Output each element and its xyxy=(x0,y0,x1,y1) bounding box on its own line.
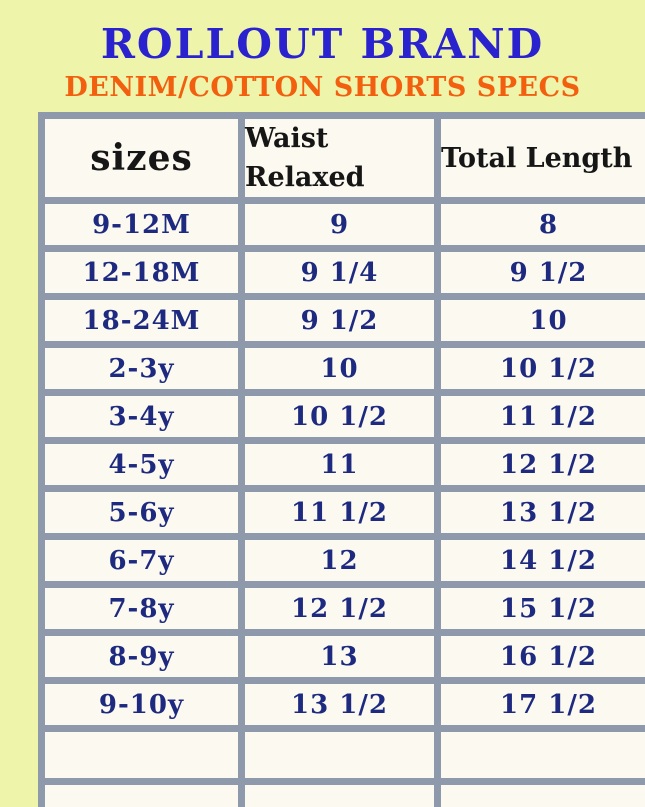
waist-cell: 11 xyxy=(238,437,441,493)
table-row: 6-7y 12 14 1/2 xyxy=(38,533,645,589)
size-cell: 18-24M xyxy=(38,293,245,349)
size-cell xyxy=(38,725,245,786)
table-row: 9-12M 9 8 xyxy=(38,197,645,253)
size-cell: 9-10y xyxy=(38,677,245,733)
length-cell: 15 1/2 xyxy=(434,581,645,637)
table-row xyxy=(38,725,645,786)
length-cell: 9 1/2 xyxy=(434,245,645,301)
length-cell: 10 xyxy=(434,293,645,349)
length-cell: 14 1/2 xyxy=(434,533,645,589)
table-row: 12-18M 9 1/4 9 1/2 xyxy=(38,245,645,301)
length-cell: 17 1/2 xyxy=(434,677,645,733)
table-row: 2-3y 10 10 1/2 xyxy=(38,341,645,397)
size-cell: 2-3y xyxy=(38,341,245,397)
brand-title: ROLLOUT BRAND xyxy=(100,20,545,68)
table-body: 9-12M 9 8 12-18M 9 1/4 9 1/2 18-24M 9 1/… xyxy=(38,197,645,807)
waist-cell: 13 1/2 xyxy=(238,677,441,733)
size-cell: 9-12M xyxy=(38,197,245,253)
page-subtitle: DENIM/COTTON SHORTS SPECS xyxy=(64,72,581,104)
waist-cell: 9 1/2 xyxy=(238,293,441,349)
size-cell xyxy=(38,778,245,807)
column-header-waist-relaxed: Waist Relaxed xyxy=(238,111,441,205)
shorts-specs-table: sizes Waist Relaxed Total Length 9-12M 9… xyxy=(38,111,645,807)
column-header-total-length: Total Length xyxy=(434,111,645,205)
waist-cell: 9 1/4 xyxy=(238,245,441,301)
length-cell: 16 1/2 xyxy=(434,629,645,685)
length-cell: 13 1/2 xyxy=(434,485,645,541)
length-cell xyxy=(434,725,645,786)
length-cell xyxy=(434,778,645,807)
size-cell: 7-8y xyxy=(38,581,245,637)
length-cell: 12 1/2 xyxy=(434,437,645,493)
table-row xyxy=(38,778,645,807)
waist-cell xyxy=(238,725,441,786)
table-row: 8-9y 13 16 1/2 xyxy=(38,629,645,685)
waist-cell: 9 xyxy=(238,197,441,253)
table-row: 9-10y 13 1/2 17 1/2 xyxy=(38,677,645,733)
size-cell: 3-4y xyxy=(38,389,245,445)
table-row: 3-4y 10 1/2 11 1/2 xyxy=(38,389,645,445)
waist-cell: 13 xyxy=(238,629,441,685)
size-cell: 6-7y xyxy=(38,533,245,589)
waist-cell: 10 xyxy=(238,341,441,397)
waist-cell: 12 1/2 xyxy=(238,581,441,637)
size-cell: 12-18M xyxy=(38,245,245,301)
table-header-row: sizes Waist Relaxed Total Length xyxy=(38,111,645,205)
length-cell: 8 xyxy=(434,197,645,253)
waist-cell xyxy=(238,778,441,807)
size-cell: 8-9y xyxy=(38,629,245,685)
table-row: 18-24M 9 1/2 10 xyxy=(38,293,645,349)
waist-cell: 10 1/2 xyxy=(238,389,441,445)
size-cell: 5-6y xyxy=(38,485,245,541)
column-header-sizes: sizes xyxy=(38,111,245,205)
table-row: 5-6y 11 1/2 13 1/2 xyxy=(38,485,645,541)
size-cell: 4-5y xyxy=(38,437,245,493)
length-cell: 10 1/2 xyxy=(434,341,645,397)
waist-cell: 11 1/2 xyxy=(238,485,441,541)
length-cell: 11 1/2 xyxy=(434,389,645,445)
table-row: 4-5y 11 12 1/2 xyxy=(38,437,645,493)
table-row: 7-8y 12 1/2 15 1/2 xyxy=(38,581,645,637)
waist-cell: 12 xyxy=(238,533,441,589)
